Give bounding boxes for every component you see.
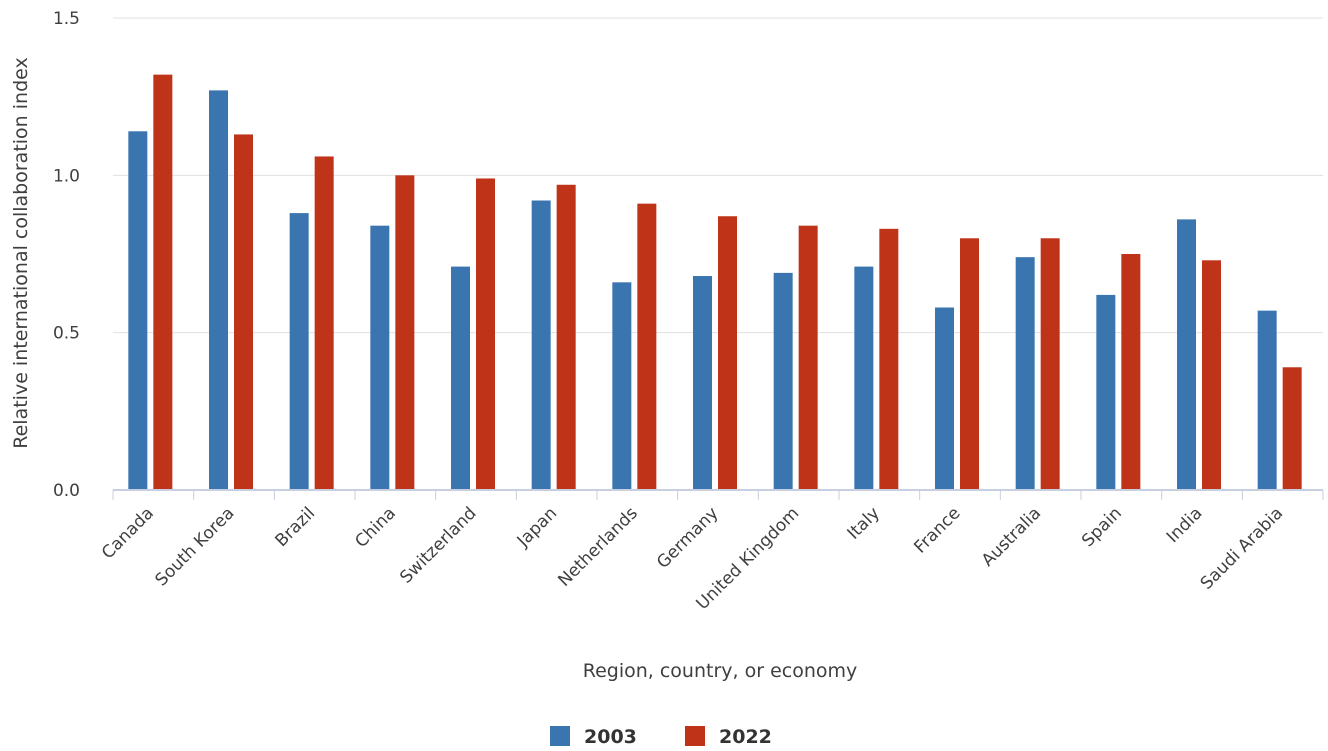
- x-tick-label: Switzerland: [396, 503, 480, 587]
- y-tick-label: 1.5: [53, 9, 80, 29]
- x-tick-label: Netherlands: [554, 503, 642, 591]
- x-tick-label: South Korea: [152, 503, 239, 590]
- y-axis-title: Relative international collaboration ind…: [10, 57, 32, 448]
- bar-2022-france: [960, 238, 979, 490]
- bar-2022-south-korea: [234, 134, 253, 490]
- bar-2003-spain: [1096, 294, 1116, 490]
- legend-swatch-2022: [685, 726, 705, 746]
- bar-2022-netherlands: [637, 203, 657, 491]
- y-tick-label: 0.0: [53, 481, 80, 501]
- bar-2022-canada: [153, 74, 173, 490]
- x-tick-label: Australia: [978, 503, 1045, 570]
- bar-2003-germany: [693, 276, 712, 490]
- x-tick-label: China: [351, 503, 399, 551]
- x-tick-label: Japan: [513, 503, 561, 551]
- x-tick-label: Canada: [98, 503, 158, 563]
- bar-2003-japan: [531, 200, 551, 491]
- bar-2003-canada: [128, 131, 148, 490]
- bar-2022-saudi-arabia: [1282, 367, 1302, 490]
- bar-2022-japan: [556, 184, 576, 491]
- bar-2022-germany: [718, 216, 737, 491]
- legend: 2003 2022: [550, 726, 772, 748]
- bar-2022-australia: [1040, 238, 1060, 490]
- y-tick-label: 1.0: [53, 166, 80, 186]
- bar-2022-india: [1202, 260, 1221, 490]
- bar-2022-switzerland: [476, 178, 495, 491]
- bars: [128, 74, 1302, 491]
- x-tick-label: Italy: [844, 503, 884, 543]
- x-tick-label: India: [1163, 503, 1207, 547]
- bar-2003-australia: [1015, 257, 1035, 490]
- bar-2022-spain: [1121, 254, 1141, 490]
- x-tick-label: Germany: [653, 503, 722, 572]
- bar-2003-china: [370, 225, 390, 490]
- bar-2022-united-kingdom: [798, 225, 818, 490]
- bar-2022-brazil: [314, 156, 334, 490]
- bar-2022-china: [395, 175, 415, 491]
- bar-2003-saudi-arabia: [1257, 310, 1277, 490]
- y-tick-label: 0.5: [53, 324, 80, 344]
- bar-2003-india: [1177, 219, 1196, 491]
- x-tick-label: France: [910, 503, 964, 557]
- legend-label-2003: 2003: [584, 726, 637, 748]
- x-tick-label: Brazil: [272, 503, 320, 551]
- x-tick-label: Spain: [1078, 503, 1126, 551]
- bar-2003-france: [935, 307, 954, 490]
- x-axis-title: Region, country, or economy: [583, 660, 858, 682]
- bar-2003-switzerland: [451, 266, 470, 490]
- bar-2022-italy: [879, 228, 899, 490]
- bar-2003-netherlands: [612, 282, 632, 490]
- legend-label-2022: 2022: [719, 726, 772, 748]
- x-tick-label: Saudi Arabia: [1197, 503, 1287, 593]
- bar-2003-italy: [854, 266, 874, 490]
- bar-2003-united-kingdom: [773, 272, 793, 490]
- bar-2003-south-korea: [209, 90, 228, 490]
- bar-2003-brazil: [289, 213, 309, 491]
- legend-swatch-2003: [550, 726, 570, 746]
